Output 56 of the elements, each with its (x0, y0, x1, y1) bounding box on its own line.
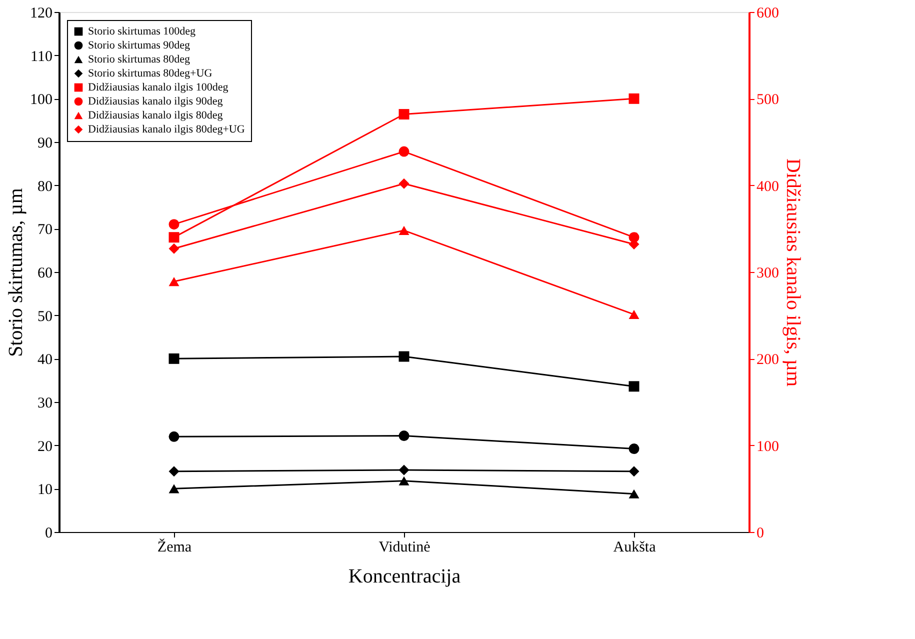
y-tick-label: 120 (30, 6, 52, 22)
point (398, 226, 410, 235)
point (628, 489, 640, 498)
point (168, 484, 180, 494)
point (628, 381, 640, 392)
y-tick-label: 110 (30, 48, 52, 65)
y2-axis-title: Didžiausias kanalo ilgis, µm (782, 158, 804, 388)
x-tick-label: Aukšta (613, 540, 656, 556)
point (168, 232, 180, 243)
y-tick-label: 100 (30, 92, 52, 108)
point (168, 276, 180, 286)
point (398, 351, 410, 362)
y-tick-label: 20 (38, 438, 52, 455)
point (628, 93, 640, 104)
y-tick-label: 60 (38, 266, 52, 282)
point (628, 310, 640, 320)
point (168, 219, 180, 230)
point (398, 109, 410, 120)
y-tick-label: 70 (38, 222, 52, 238)
legend-label: Storio skirtumas 80deg+UG (88, 68, 212, 80)
y-tick-label: 0 (45, 526, 52, 542)
x-axis-title: Koncentracija (348, 566, 461, 588)
x-tick-label: Vidutinė (378, 540, 431, 556)
point (398, 146, 410, 157)
legend-label: Storio skirtumas 80deg (88, 54, 191, 66)
legend-label: Didžiausias kanalo ilgis 80deg (88, 110, 224, 122)
point (398, 464, 410, 476)
point (628, 444, 640, 454)
point (628, 466, 640, 477)
y2-tick-label: 400 (756, 178, 779, 195)
point (168, 243, 180, 254)
y-tick-label: 10 (38, 482, 52, 498)
y2-tick-label: 100 (756, 438, 779, 455)
point (398, 178, 410, 189)
legend-label: Didžiausias kanalo ilgis 90deg (88, 96, 224, 108)
y2-tick-label: 0 (756, 526, 764, 542)
y2-tick-label: 500 (756, 92, 779, 108)
y2-tick-label: 600 (756, 6, 779, 22)
y-tick-label: 90 (38, 136, 52, 152)
legend-label: Storio skirtumas 90deg (88, 40, 191, 52)
legend-label: Storio skirtumas 100deg (88, 26, 196, 38)
point (168, 353, 180, 364)
x-tick-label: Žema (157, 538, 192, 556)
point (168, 466, 180, 477)
legend-label: Didžiausias kanalo ilgis 80deg+UG (88, 124, 245, 136)
y-axis-title: Storio skirtumas, µm (5, 188, 27, 357)
y-tick-label: 30 (38, 396, 52, 412)
point (398, 476, 410, 486)
point (398, 430, 410, 442)
y-tick-label: 50 (38, 308, 52, 325)
y-tick-label: 80 (38, 178, 52, 195)
point (168, 431, 180, 442)
y-tick-label: 40 (38, 352, 52, 368)
legend-label: Didžiausias kanalo ilgis 100deg (88, 82, 229, 94)
y2-tick-label: 200 (756, 352, 779, 368)
y2-tick-label: 300 (756, 266, 779, 282)
